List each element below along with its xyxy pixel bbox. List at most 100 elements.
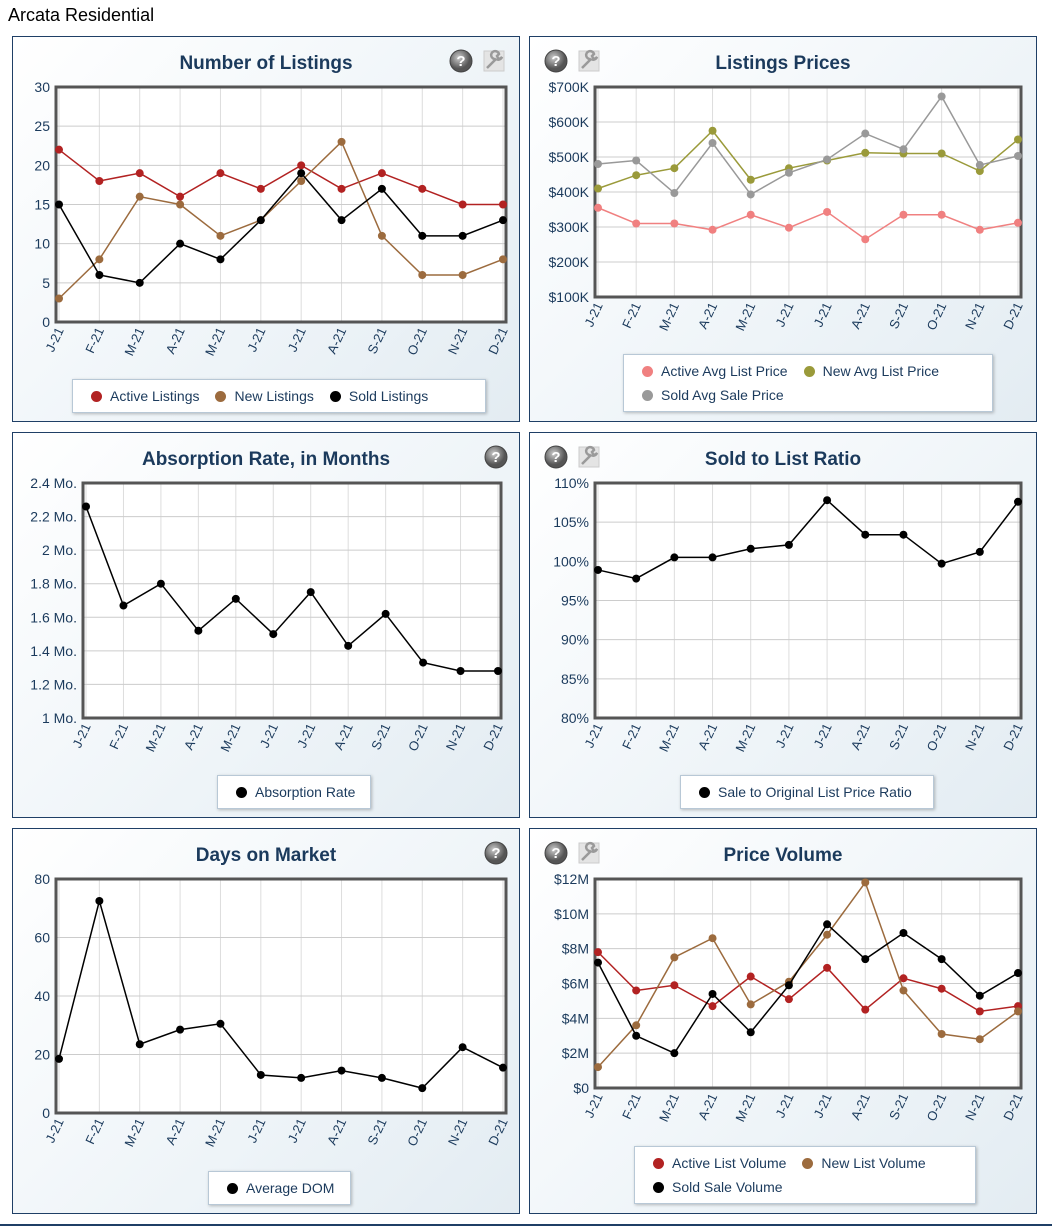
plot-area bbox=[83, 483, 501, 718]
x-tick-label: S-21 bbox=[886, 1091, 911, 1122]
series-line-2 bbox=[58, 172, 504, 284]
legend-item[interactable]: Sold Sale Volume bbox=[653, 1179, 783, 1195]
legend-item[interactable]: Active Listings bbox=[91, 388, 199, 404]
help-icon[interactable]: ? bbox=[449, 49, 473, 73]
data-point bbox=[975, 991, 984, 1000]
legend-item[interactable]: Absorption Rate bbox=[236, 784, 355, 800]
legend-item[interactable]: Active Avg List Price bbox=[642, 363, 788, 379]
x-tick-label: A-21 bbox=[163, 325, 188, 356]
data-point bbox=[784, 995, 793, 1004]
data-point bbox=[632, 156, 641, 165]
svg-text:?: ? bbox=[551, 449, 560, 466]
data-point bbox=[632, 986, 641, 995]
chart-title: Sold to List Ratio bbox=[704, 449, 862, 470]
data-point bbox=[216, 169, 225, 178]
data-point bbox=[458, 231, 467, 240]
y-tick-label: 80 bbox=[34, 871, 50, 887]
x-tick-label: J-21 bbox=[257, 721, 281, 750]
legend-marker-icon bbox=[236, 786, 247, 798]
x-tick-label: A-21 bbox=[695, 721, 720, 752]
settings-wrench-icon[interactable] bbox=[577, 445, 601, 469]
data-point bbox=[458, 271, 467, 279]
legend-item[interactable]: Active List Volume bbox=[653, 1155, 786, 1171]
chart-panel: Absorption Rate, in Months? 1 Mo. 1.2 Mo. 1… bbox=[12, 432, 520, 818]
chart-title: Number of Listings bbox=[179, 53, 353, 74]
data-point bbox=[823, 963, 832, 972]
x-tick-label: O-21 bbox=[404, 325, 430, 358]
y-tick-label: 1.4 Mo. bbox=[30, 643, 77, 659]
x-tick-label: N-21 bbox=[443, 721, 469, 753]
x-tick-label: D-21 bbox=[1000, 721, 1026, 753]
data-point bbox=[256, 1070, 265, 1079]
y-tick-label: $8M bbox=[562, 941, 589, 957]
data-point bbox=[1014, 497, 1022, 506]
svg-text:?: ? bbox=[491, 449, 500, 466]
y-tick-label: 1.8 Mo. bbox=[30, 576, 77, 592]
data-point bbox=[746, 210, 755, 219]
legend-item[interactable]: Sold Avg Sale Price bbox=[642, 387, 784, 403]
help-icon[interactable]: ? bbox=[484, 445, 508, 469]
y-tick-label: $400K bbox=[549, 184, 590, 200]
y-tick-label: 2 Mo. bbox=[42, 542, 77, 558]
data-point bbox=[899, 210, 908, 219]
x-tick-label: S-21 bbox=[886, 300, 911, 331]
x-tick-label: M-21 bbox=[121, 1116, 147, 1149]
data-point bbox=[419, 658, 428, 667]
data-point bbox=[937, 559, 946, 568]
data-point bbox=[861, 235, 870, 244]
legend-item[interactable]: New Listings bbox=[215, 388, 314, 404]
svg-text:?: ? bbox=[456, 53, 465, 70]
legend-item[interactable]: Sold Listings bbox=[329, 388, 428, 404]
data-point bbox=[594, 203, 602, 212]
x-tick-label: M-21 bbox=[202, 325, 228, 358]
data-point bbox=[95, 896, 104, 905]
svg-text:?: ? bbox=[491, 845, 500, 862]
help-icon[interactable]: ? bbox=[544, 49, 568, 73]
y-tick-label: $2M bbox=[562, 1045, 589, 1061]
help-icon[interactable]: ? bbox=[544, 841, 568, 865]
y-tick-label: $700K bbox=[549, 79, 590, 95]
data-point bbox=[176, 1025, 185, 1034]
legend-marker-icon bbox=[329, 390, 341, 402]
data-point bbox=[594, 160, 602, 168]
data-point bbox=[670, 553, 679, 562]
legend-item[interactable]: New List Volume bbox=[802, 1155, 926, 1171]
data-point bbox=[899, 145, 908, 154]
data-point bbox=[418, 271, 427, 279]
settings-wrench-icon[interactable] bbox=[577, 841, 601, 865]
help-icon[interactable]: ? bbox=[484, 841, 508, 865]
x-tick-label: M-21 bbox=[732, 721, 758, 754]
legend-label: Sold Sale Volume bbox=[672, 1179, 783, 1195]
series-line-0 bbox=[85, 506, 498, 672]
x-tick-label: M-21 bbox=[732, 300, 758, 333]
plot-border bbox=[593, 877, 1023, 1090]
legend-item[interactable]: New Avg List Price bbox=[803, 363, 939, 379]
x-tick-label: J-21 bbox=[772, 1091, 796, 1120]
settings-wrench-icon[interactable] bbox=[577, 49, 601, 73]
data-point bbox=[135, 192, 144, 201]
data-point bbox=[194, 626, 203, 635]
legend-label: New Listings bbox=[234, 388, 314, 404]
x-tick-label: N-21 bbox=[445, 1116, 471, 1148]
x-tick-label: D-21 bbox=[1000, 300, 1026, 332]
y-tick-label: 60 bbox=[34, 930, 50, 946]
series-line-0 bbox=[597, 951, 1019, 1013]
data-point bbox=[670, 219, 679, 228]
legend-item[interactable]: Sale to Original List Price Ratio bbox=[699, 784, 912, 800]
data-point bbox=[594, 958, 602, 967]
legend-marker-icon bbox=[642, 389, 653, 401]
x-tick-label: O-21 bbox=[405, 721, 431, 754]
svg-text:?: ? bbox=[551, 845, 560, 862]
x-tick-label: J-21 bbox=[811, 1091, 835, 1120]
data-point bbox=[55, 1054, 63, 1063]
y-tick-label: 110% bbox=[554, 475, 589, 491]
data-point bbox=[1014, 151, 1022, 160]
series-line-2 bbox=[597, 95, 1019, 196]
svg-text:?: ? bbox=[551, 53, 560, 70]
settings-wrench-icon[interactable] bbox=[482, 49, 506, 73]
legend-item[interactable]: Average DOM bbox=[227, 1180, 334, 1196]
y-tick-label: $100K bbox=[549, 289, 590, 305]
data-point bbox=[670, 189, 679, 198]
help-icon[interactable]: ? bbox=[544, 445, 568, 469]
data-point bbox=[418, 1084, 427, 1093]
